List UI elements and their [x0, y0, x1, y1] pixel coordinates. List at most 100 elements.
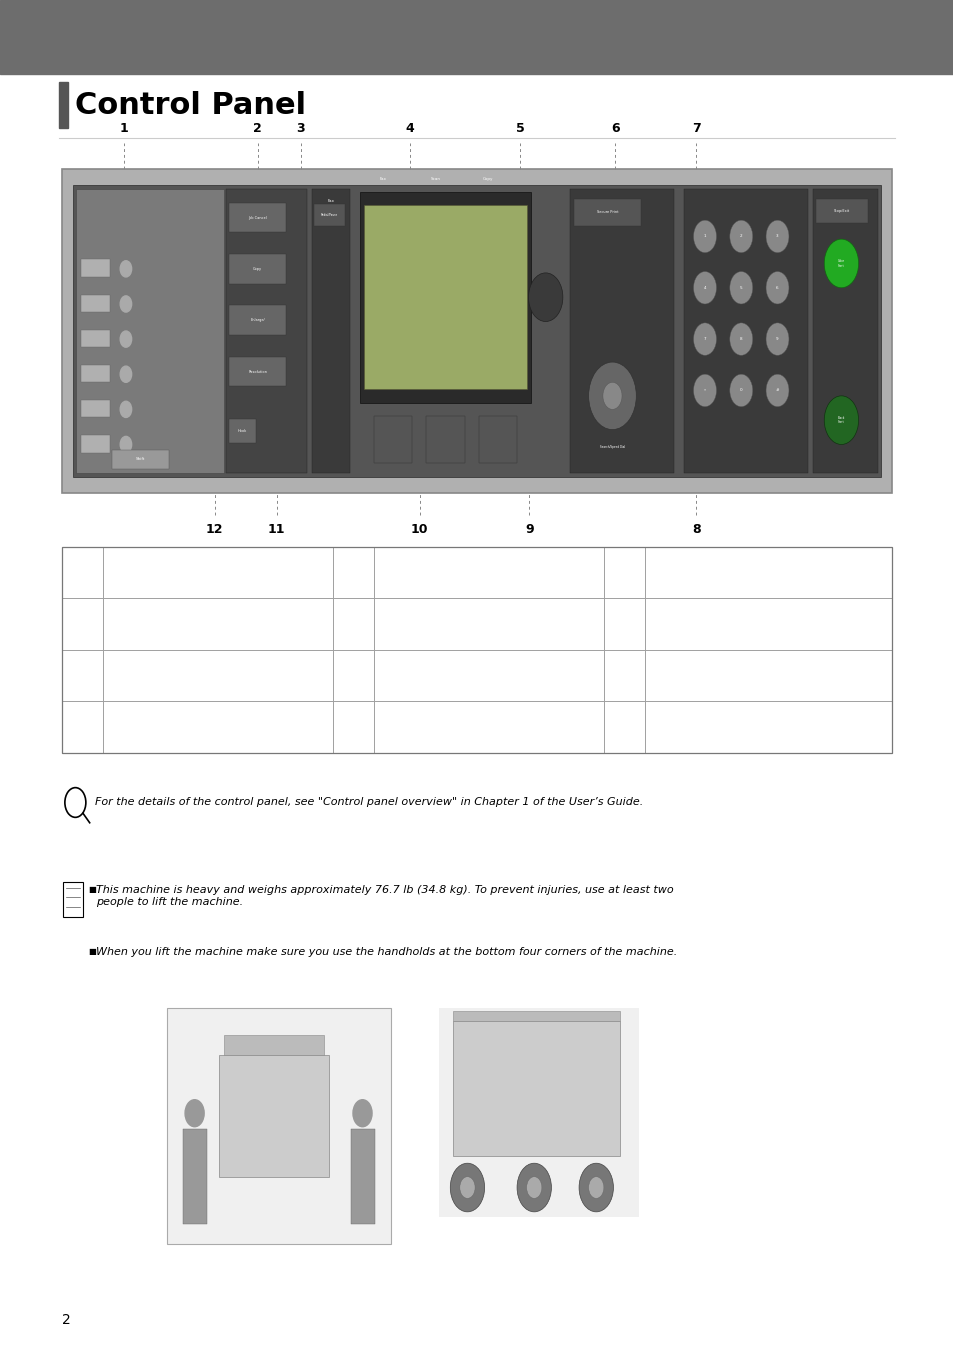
Bar — [374, 547, 603, 598]
Text: Fax: Fax — [327, 199, 335, 203]
Text: 2: 2 — [62, 1313, 71, 1327]
Text: 5: 5 — [515, 122, 524, 135]
Text: 4: 4 — [69, 617, 77, 631]
Bar — [314, 204, 345, 226]
Text: 12: 12 — [610, 720, 626, 734]
Text: Copy: Copy — [253, 267, 262, 270]
Bar — [81, 435, 110, 453]
Circle shape — [693, 272, 716, 304]
Bar — [226, 189, 307, 473]
Circle shape — [588, 1177, 603, 1198]
Text: 3: 3 — [295, 122, 305, 135]
Text: 9: 9 — [610, 669, 618, 682]
Text: 11: 11 — [339, 720, 355, 734]
Text: Resolution: Resolution — [248, 370, 267, 373]
Bar — [333, 650, 374, 701]
Text: Job Cancel key: Job Cancel key — [380, 566, 466, 580]
Text: 10: 10 — [411, 523, 428, 536]
Bar — [81, 400, 110, 417]
Bar — [453, 1011, 619, 1021]
Text: 11: 11 — [268, 523, 285, 536]
Text: Dial Pad: Dial Pad — [651, 617, 699, 631]
Text: *: * — [703, 389, 705, 392]
Bar — [644, 598, 891, 650]
Polygon shape — [183, 1129, 207, 1224]
Text: 9: 9 — [524, 523, 534, 536]
Text: 7: 7 — [69, 669, 77, 682]
Bar — [0, 0, 953, 74]
Text: 6: 6 — [610, 617, 618, 631]
Text: Fax and telephone keys: Fax and telephone keys — [651, 566, 790, 580]
Bar — [812, 189, 877, 473]
Text: Start keys: Start keys — [380, 669, 440, 682]
Circle shape — [765, 220, 788, 253]
Text: This machine is heavy and weighs approximately 76.7 lb (34.8 kg). To prevent inj: This machine is heavy and weighs approxi… — [96, 885, 673, 907]
Text: Secure Print key: Secure Print key — [380, 617, 476, 631]
Bar — [478, 416, 517, 463]
Text: 3: 3 — [610, 566, 618, 580]
Bar — [683, 189, 807, 473]
Text: Copy: Copy — [482, 177, 494, 181]
Bar — [603, 547, 644, 598]
Bar — [73, 185, 880, 477]
Bar — [426, 416, 464, 463]
Text: When you lift the machine make sure you use the handholds at the bottom four cor: When you lift the machine make sure you … — [96, 947, 677, 957]
Circle shape — [120, 436, 132, 453]
Circle shape — [729, 374, 752, 407]
Bar — [62, 598, 103, 650]
Bar — [603, 598, 644, 650]
Circle shape — [823, 396, 858, 444]
Circle shape — [602, 382, 621, 409]
Circle shape — [120, 366, 132, 382]
Circle shape — [765, 272, 788, 304]
Text: 8: 8 — [691, 523, 700, 536]
Bar — [815, 199, 867, 223]
Bar — [62, 650, 103, 701]
Bar — [229, 254, 286, 284]
Text: 2: 2 — [740, 235, 741, 238]
Circle shape — [588, 362, 636, 430]
Text: Black
Start: Black Start — [837, 416, 844, 424]
Bar — [374, 701, 603, 753]
Bar — [81, 259, 110, 277]
Bar — [62, 547, 103, 598]
Text: Stop/Exit: Stop/Exit — [832, 209, 849, 212]
Bar — [103, 701, 333, 753]
Text: 5: 5 — [339, 617, 347, 631]
Text: #: # — [775, 389, 779, 392]
Bar — [229, 419, 255, 443]
Bar — [333, 701, 374, 753]
Circle shape — [693, 323, 716, 355]
Bar — [438, 1008, 639, 1217]
Text: Copy keys: Copy keys — [380, 720, 440, 734]
Bar — [644, 650, 891, 701]
Text: Stop/Exit key: Stop/Exit key — [110, 669, 188, 682]
Text: 9: 9 — [776, 338, 778, 340]
Bar — [312, 189, 350, 473]
Text: Enlarge/: Enlarge/ — [250, 319, 265, 322]
Text: Liquid Crystal Display: Liquid Crystal Display — [110, 617, 238, 631]
Circle shape — [450, 1163, 484, 1212]
Circle shape — [729, 220, 752, 253]
Bar — [81, 295, 110, 312]
Bar — [574, 199, 640, 226]
Text: Color
Start: Color Start — [837, 259, 844, 267]
Text: Scan: Scan — [431, 177, 440, 181]
Circle shape — [729, 323, 752, 355]
Bar — [63, 882, 83, 917]
Text: 6: 6 — [776, 286, 778, 289]
Text: Job Cancel: Job Cancel — [248, 216, 267, 219]
Text: 0: 0 — [740, 389, 741, 392]
Bar — [62, 547, 891, 753]
Bar — [359, 192, 531, 403]
Circle shape — [528, 273, 562, 322]
Text: Secure Print: Secure Print — [597, 211, 618, 213]
Text: 10: 10 — [69, 720, 85, 734]
Circle shape — [729, 272, 752, 304]
Circle shape — [353, 1100, 372, 1127]
Text: 7: 7 — [703, 338, 705, 340]
Text: Mode keys: Mode keys — [110, 720, 172, 734]
Bar — [219, 1055, 329, 1177]
Text: 12: 12 — [206, 523, 223, 536]
Text: Control Panel: Control Panel — [75, 91, 306, 120]
